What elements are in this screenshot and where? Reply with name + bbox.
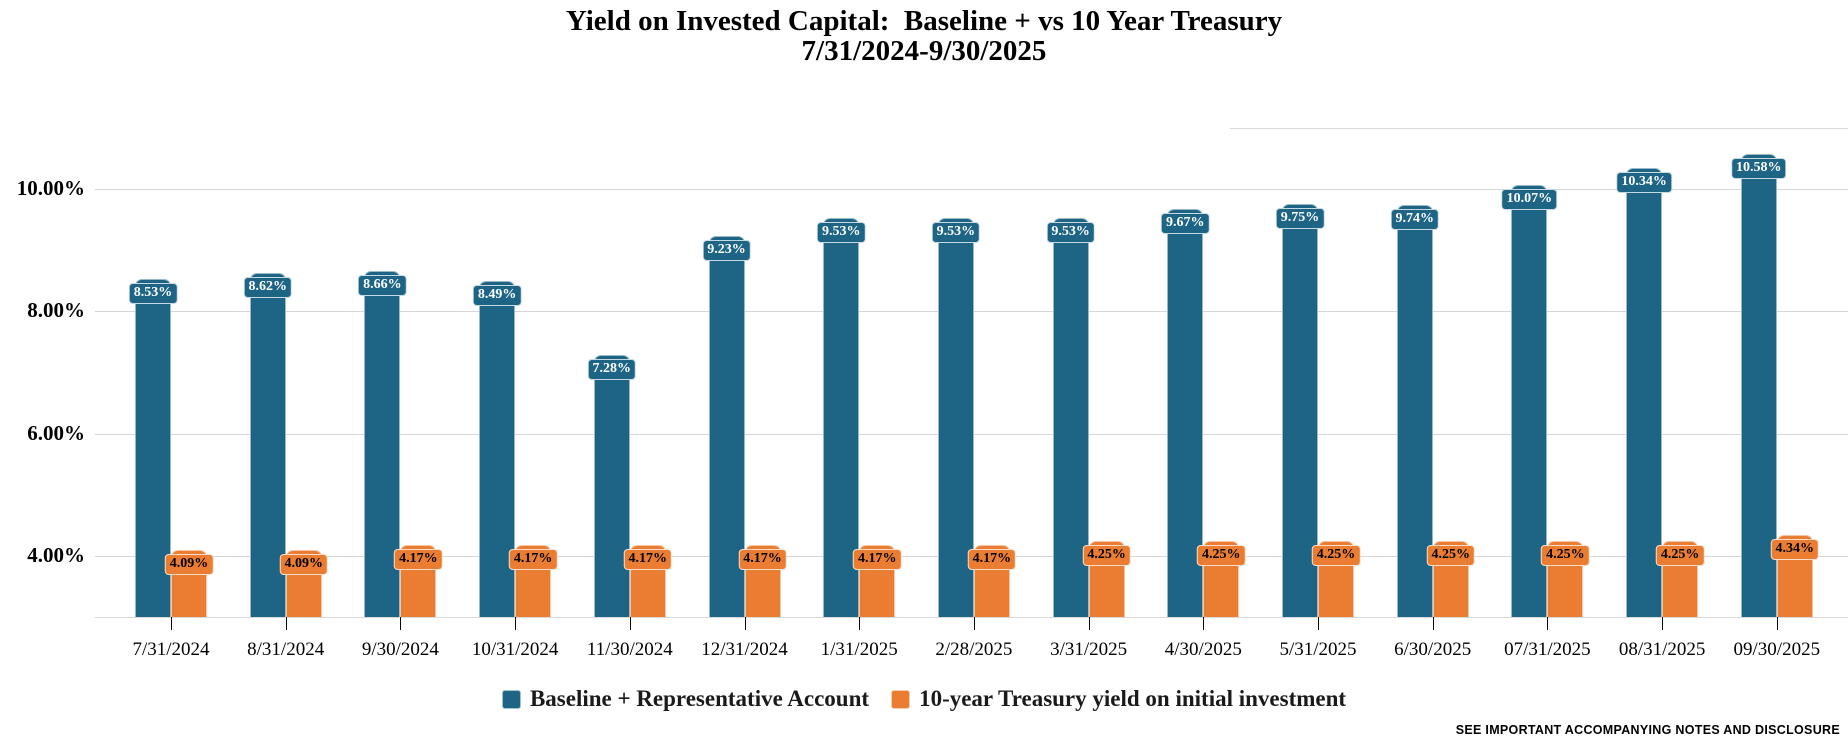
- x-axis-category-label: 10/31/2024: [471, 639, 559, 660]
- bar-baseline-account: [1626, 168, 1663, 617]
- x-axis-tick: [859, 617, 861, 630]
- bar-label-treasury: 4.17%: [623, 549, 673, 571]
- disclosure-note: SEE IMPORTANT ACCOMPANYING NOTES AND DIS…: [1455, 723, 1840, 737]
- x-axis-category-label: 6/30/2025: [1394, 639, 1472, 660]
- x-axis-tick: [1088, 617, 1090, 630]
- chart-title: Yield on Invested Capital: Baseline + vs…: [0, 6, 1848, 66]
- bar-label-baseline: 10.07%: [1501, 188, 1558, 210]
- legend-swatch-icon: [891, 689, 911, 709]
- y-axis-label: 8.00%: [27, 298, 85, 323]
- y-axis-label: 10.00%: [16, 176, 85, 201]
- bar-label-baseline: 8.49%: [472, 285, 522, 307]
- bar-label-treasury: 4.17%: [508, 549, 558, 571]
- x-axis-tick: [1776, 617, 1778, 630]
- legend-item-baseline: Baseline + Representative Account: [501, 686, 870, 711]
- y-axis-label: 4.00%: [27, 542, 85, 567]
- x-axis-tick: [1662, 617, 1664, 630]
- bar-label-treasury: 4.25%: [1655, 544, 1705, 566]
- bar-baseline-account: [593, 355, 630, 617]
- bar-label-baseline: 7.28%: [587, 359, 637, 381]
- x-axis-tick: [171, 617, 172, 630]
- bar-label-baseline: 9.53%: [816, 221, 866, 243]
- bar-label-treasury: 4.09%: [279, 554, 328, 576]
- legend-item-treasury: 10-year Treasury yield on initial invest…: [891, 687, 1346, 711]
- legend-swatch-icon: [501, 689, 521, 709]
- bar-baseline-account: [1396, 205, 1433, 617]
- x-axis-category-label: 1/31/2025: [820, 639, 898, 660]
- x-axis-tick: [1432, 617, 1434, 630]
- gridline-10.00%: [95, 189, 1848, 191]
- x-axis-category-label: 11/30/2024: [586, 639, 673, 660]
- bar-label-baseline: 8.62%: [243, 277, 292, 299]
- bar-label-baseline: 9.53%: [1046, 221, 1095, 243]
- x-axis-category-label: 7/31/2024: [132, 639, 210, 660]
- legend-label: 10-year Treasury yield on initial invest…: [919, 686, 1347, 711]
- bar-label-treasury: 4.25%: [1311, 544, 1361, 566]
- x-axis-category-label: 4/30/2025: [1164, 639, 1242, 660]
- bar-label-treasury: 4.09%: [164, 554, 214, 576]
- x-axis-tick: [973, 617, 975, 630]
- bar-label-baseline: 9.75%: [1275, 208, 1325, 230]
- x-axis-line: [95, 617, 1848, 618]
- legend-label: Baseline + Representative Account: [529, 686, 870, 711]
- x-axis-category-label: 5/31/2025: [1279, 639, 1357, 660]
- bar-baseline-account: [1052, 217, 1089, 617]
- bar-label-treasury: 4.25%: [1082, 544, 1131, 566]
- x-axis-category-label: 2/28/2025: [935, 639, 1013, 660]
- bar-label-treasury: 4.25%: [1197, 544, 1246, 566]
- chart-title-line2: 7/31/2024-9/30/2025: [801, 35, 1047, 67]
- bar-label-baseline: 9.67%: [1161, 213, 1210, 235]
- bar-label-treasury: 4.17%: [967, 549, 1017, 571]
- bar-label-treasury: 4.34%: [1770, 539, 1820, 561]
- x-axis-tick: [744, 617, 746, 630]
- plot-top-border: [1230, 128, 1848, 129]
- bar-label-baseline: 8.53%: [128, 282, 178, 304]
- x-axis-category-label: 08/31/2025: [1618, 639, 1706, 660]
- x-axis-tick: [629, 617, 631, 630]
- bar-label-treasury: 4.25%: [1426, 544, 1475, 566]
- x-axis-category-label: 07/31/2025: [1504, 639, 1591, 660]
- bar-label-treasury: 4.17%: [394, 549, 443, 571]
- x-axis-category-label: 3/31/2025: [1050, 639, 1128, 660]
- x-axis-tick: [1203, 617, 1205, 630]
- legend: Baseline + Representative Account 10-year…: [0, 687, 1848, 711]
- x-axis-tick: [1318, 617, 1319, 630]
- bar-label-baseline: 9.74%: [1390, 209, 1439, 231]
- bar-label-baseline: 8.66%: [358, 275, 407, 297]
- x-axis-category-label: 12/31/2024: [701, 639, 788, 660]
- bar-label-baseline: 9.23%: [702, 240, 751, 262]
- x-axis-tick: [285, 617, 287, 630]
- x-axis-category-label: 8/31/2024: [247, 639, 325, 660]
- x-axis-category-label: 09/30/2025: [1733, 639, 1821, 660]
- bar-label-treasury: 4.17%: [738, 549, 787, 571]
- x-axis-tick: [400, 617, 402, 630]
- x-axis-tick: [515, 617, 517, 630]
- bar-label-baseline: 10.34%: [1616, 172, 1672, 194]
- bar-label-baseline: 9.53%: [931, 221, 981, 243]
- bar-label-treasury: 4.25%: [1541, 544, 1590, 566]
- bar-label-baseline: 10.58%: [1731, 157, 1787, 179]
- chart-title-line1: Yield on Invested Capital: Baseline + vs…: [565, 5, 1283, 37]
- y-axis-label: 6.00%: [27, 420, 85, 445]
- x-axis-category-label: 9/30/2024: [361, 639, 439, 660]
- x-axis-tick: [1547, 617, 1549, 630]
- bar-label-treasury: 4.17%: [852, 549, 902, 571]
